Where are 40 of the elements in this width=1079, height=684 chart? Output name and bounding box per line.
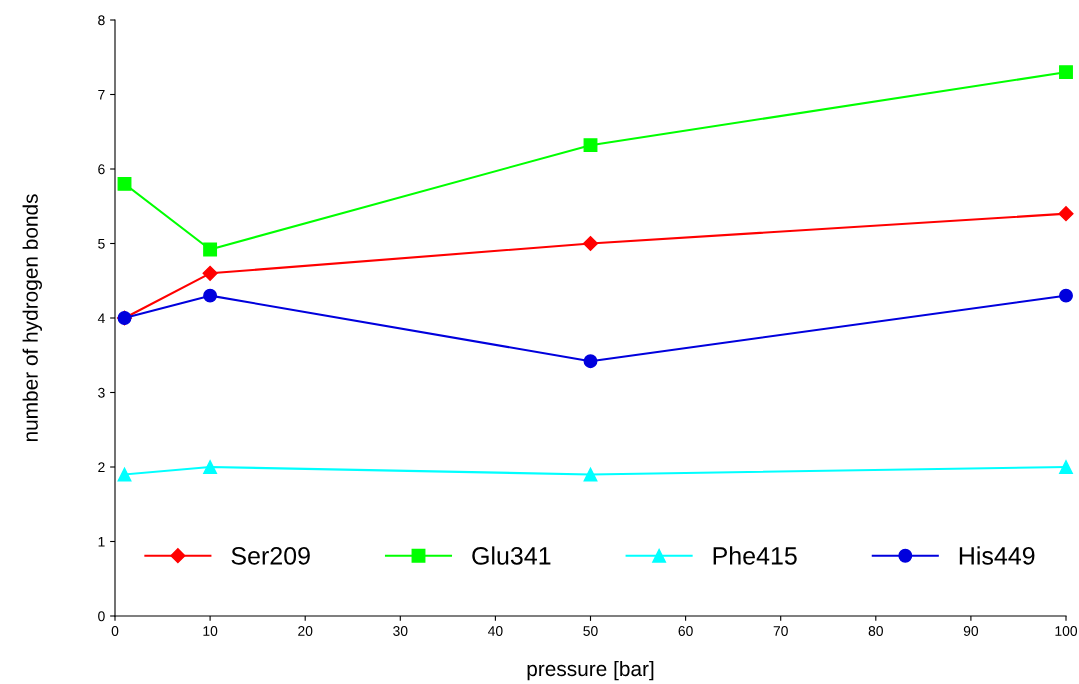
x-tick-label: 90 (963, 626, 979, 636)
y-tick-label: 1 (98, 536, 105, 547)
legend-label: Phe415 (713, 546, 797, 565)
y-tick-label: 5 (98, 238, 105, 249)
point (583, 138, 598, 153)
legend-label: His449 (959, 546, 1035, 565)
point (1059, 65, 1073, 80)
x-tick-label: 30 (393, 626, 408, 636)
y-tick-label: 7 (98, 89, 105, 100)
x-tick-label: 10 (203, 626, 218, 636)
y-tick-label: 3 (98, 387, 105, 398)
point (1059, 288, 1073, 303)
point (203, 242, 218, 257)
x-tick-label: 0 (111, 626, 119, 636)
x-tick-label: 20 (298, 626, 313, 636)
x-tick-label: 80 (868, 626, 883, 636)
point (1058, 206, 1074, 222)
point (203, 288, 218, 303)
point (583, 354, 598, 369)
legend-label: Ser209 (231, 547, 310, 565)
point (1059, 460, 1073, 474)
point (117, 467, 132, 482)
point (117, 176, 132, 191)
y-axis-title: number of hydrogen bonds (22, 194, 42, 442)
y-tick-label: 0 (98, 611, 105, 622)
legend-label: Glu341 (472, 546, 551, 565)
x-axis-title: pressure [bar] (527, 660, 654, 681)
y-tick-label: 2 (98, 462, 105, 473)
y-tick-label: 6 (98, 164, 105, 175)
y-tick-label: 4 (97, 313, 105, 324)
point (582, 235, 599, 252)
x-tick-label: 100 (1055, 626, 1078, 636)
x-tick-label: 60 (678, 626, 693, 636)
x-tick-label: 40 (488, 626, 503, 636)
y-tick-label: 8 (98, 15, 105, 26)
point (203, 460, 218, 474)
x-tick-label: 50 (583, 626, 598, 636)
point (583, 467, 598, 482)
x-tick-label: 70 (773, 626, 788, 636)
point (202, 265, 218, 281)
